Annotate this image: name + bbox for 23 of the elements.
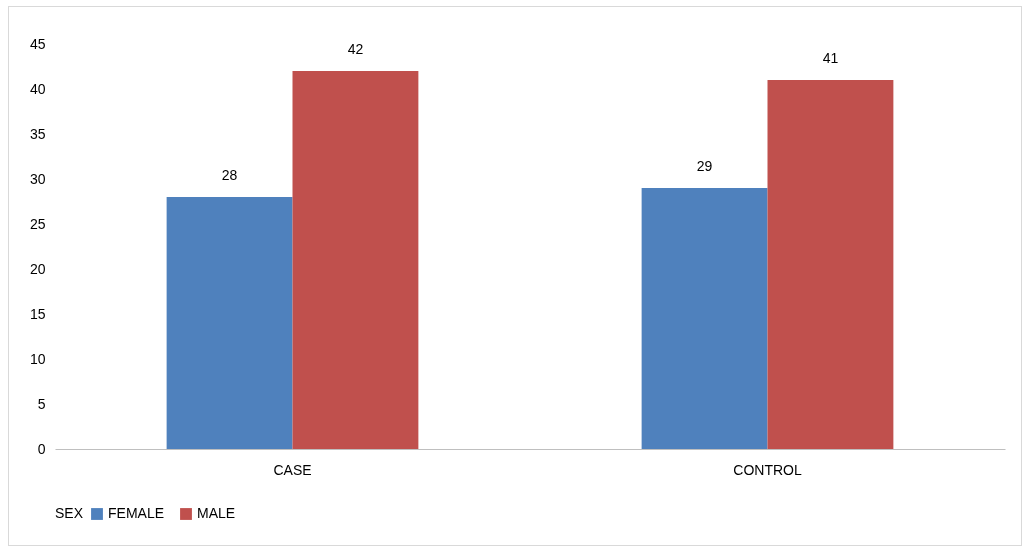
y-tick-label: 10	[29, 350, 46, 367]
bar	[641, 188, 768, 449]
bar	[292, 71, 419, 449]
data-label: 28	[221, 167, 238, 183]
legend-title: SEX	[55, 505, 84, 521]
data-label: 29	[696, 158, 713, 174]
legend-label: MALE	[197, 505, 236, 521]
y-tick-label: 30	[29, 170, 46, 187]
y-tick-label: 35	[29, 125, 46, 142]
data-label: 41	[822, 50, 839, 66]
y-tick-label: 25	[29, 215, 46, 232]
bar	[166, 197, 293, 449]
y-tick-label: 15	[29, 305, 46, 322]
bar	[767, 80, 894, 449]
y-tick-label: 40	[29, 80, 46, 97]
y-tick-label: 5	[37, 395, 46, 412]
legend-label: FEMALE	[108, 505, 165, 521]
data-label: 42	[347, 41, 364, 57]
y-tick-label: 45	[29, 35, 46, 52]
y-tick-label: 20	[29, 260, 46, 277]
x-tick-label: CASE	[273, 461, 312, 478]
x-tick-label: CONTROL	[733, 461, 802, 478]
y-tick-label: 0	[37, 440, 46, 457]
